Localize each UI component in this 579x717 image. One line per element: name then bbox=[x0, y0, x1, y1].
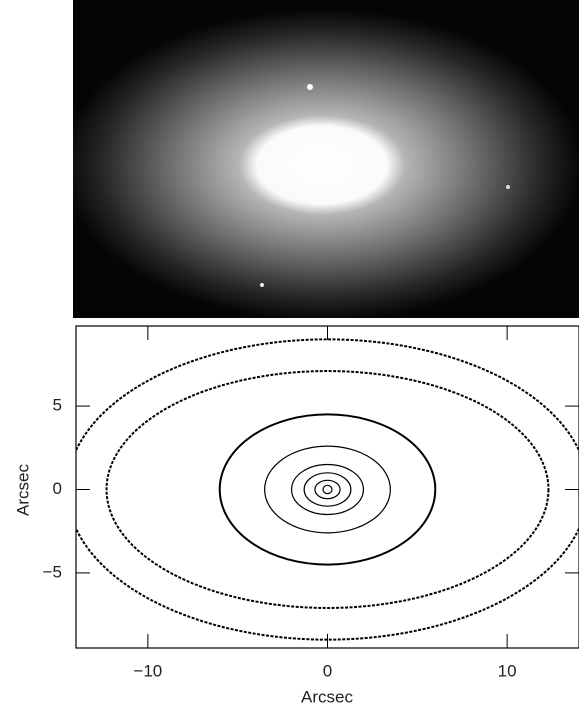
contour bbox=[264, 445, 391, 534]
contour bbox=[314, 479, 341, 500]
contour bbox=[290, 463, 365, 516]
x-axis-label: Arcsec bbox=[301, 687, 353, 706]
y-tick-label: −5 bbox=[43, 562, 62, 581]
star bbox=[260, 283, 264, 287]
y-tick-label: 0 bbox=[53, 479, 62, 498]
star bbox=[506, 185, 510, 189]
x-tick-label: 0 bbox=[323, 661, 332, 680]
contour bbox=[303, 472, 352, 507]
y-tick-label: 5 bbox=[53, 396, 62, 415]
contour bbox=[218, 413, 437, 566]
x-tick-label: −10 bbox=[133, 661, 162, 680]
y-axis-label: Arcsec bbox=[13, 464, 32, 516]
galaxy-glow bbox=[73, 0, 579, 318]
x-tick-label: 10 bbox=[498, 661, 517, 680]
star bbox=[307, 84, 313, 90]
contours bbox=[76, 338, 579, 641]
contour bbox=[105, 370, 550, 609]
contour bbox=[322, 484, 333, 495]
